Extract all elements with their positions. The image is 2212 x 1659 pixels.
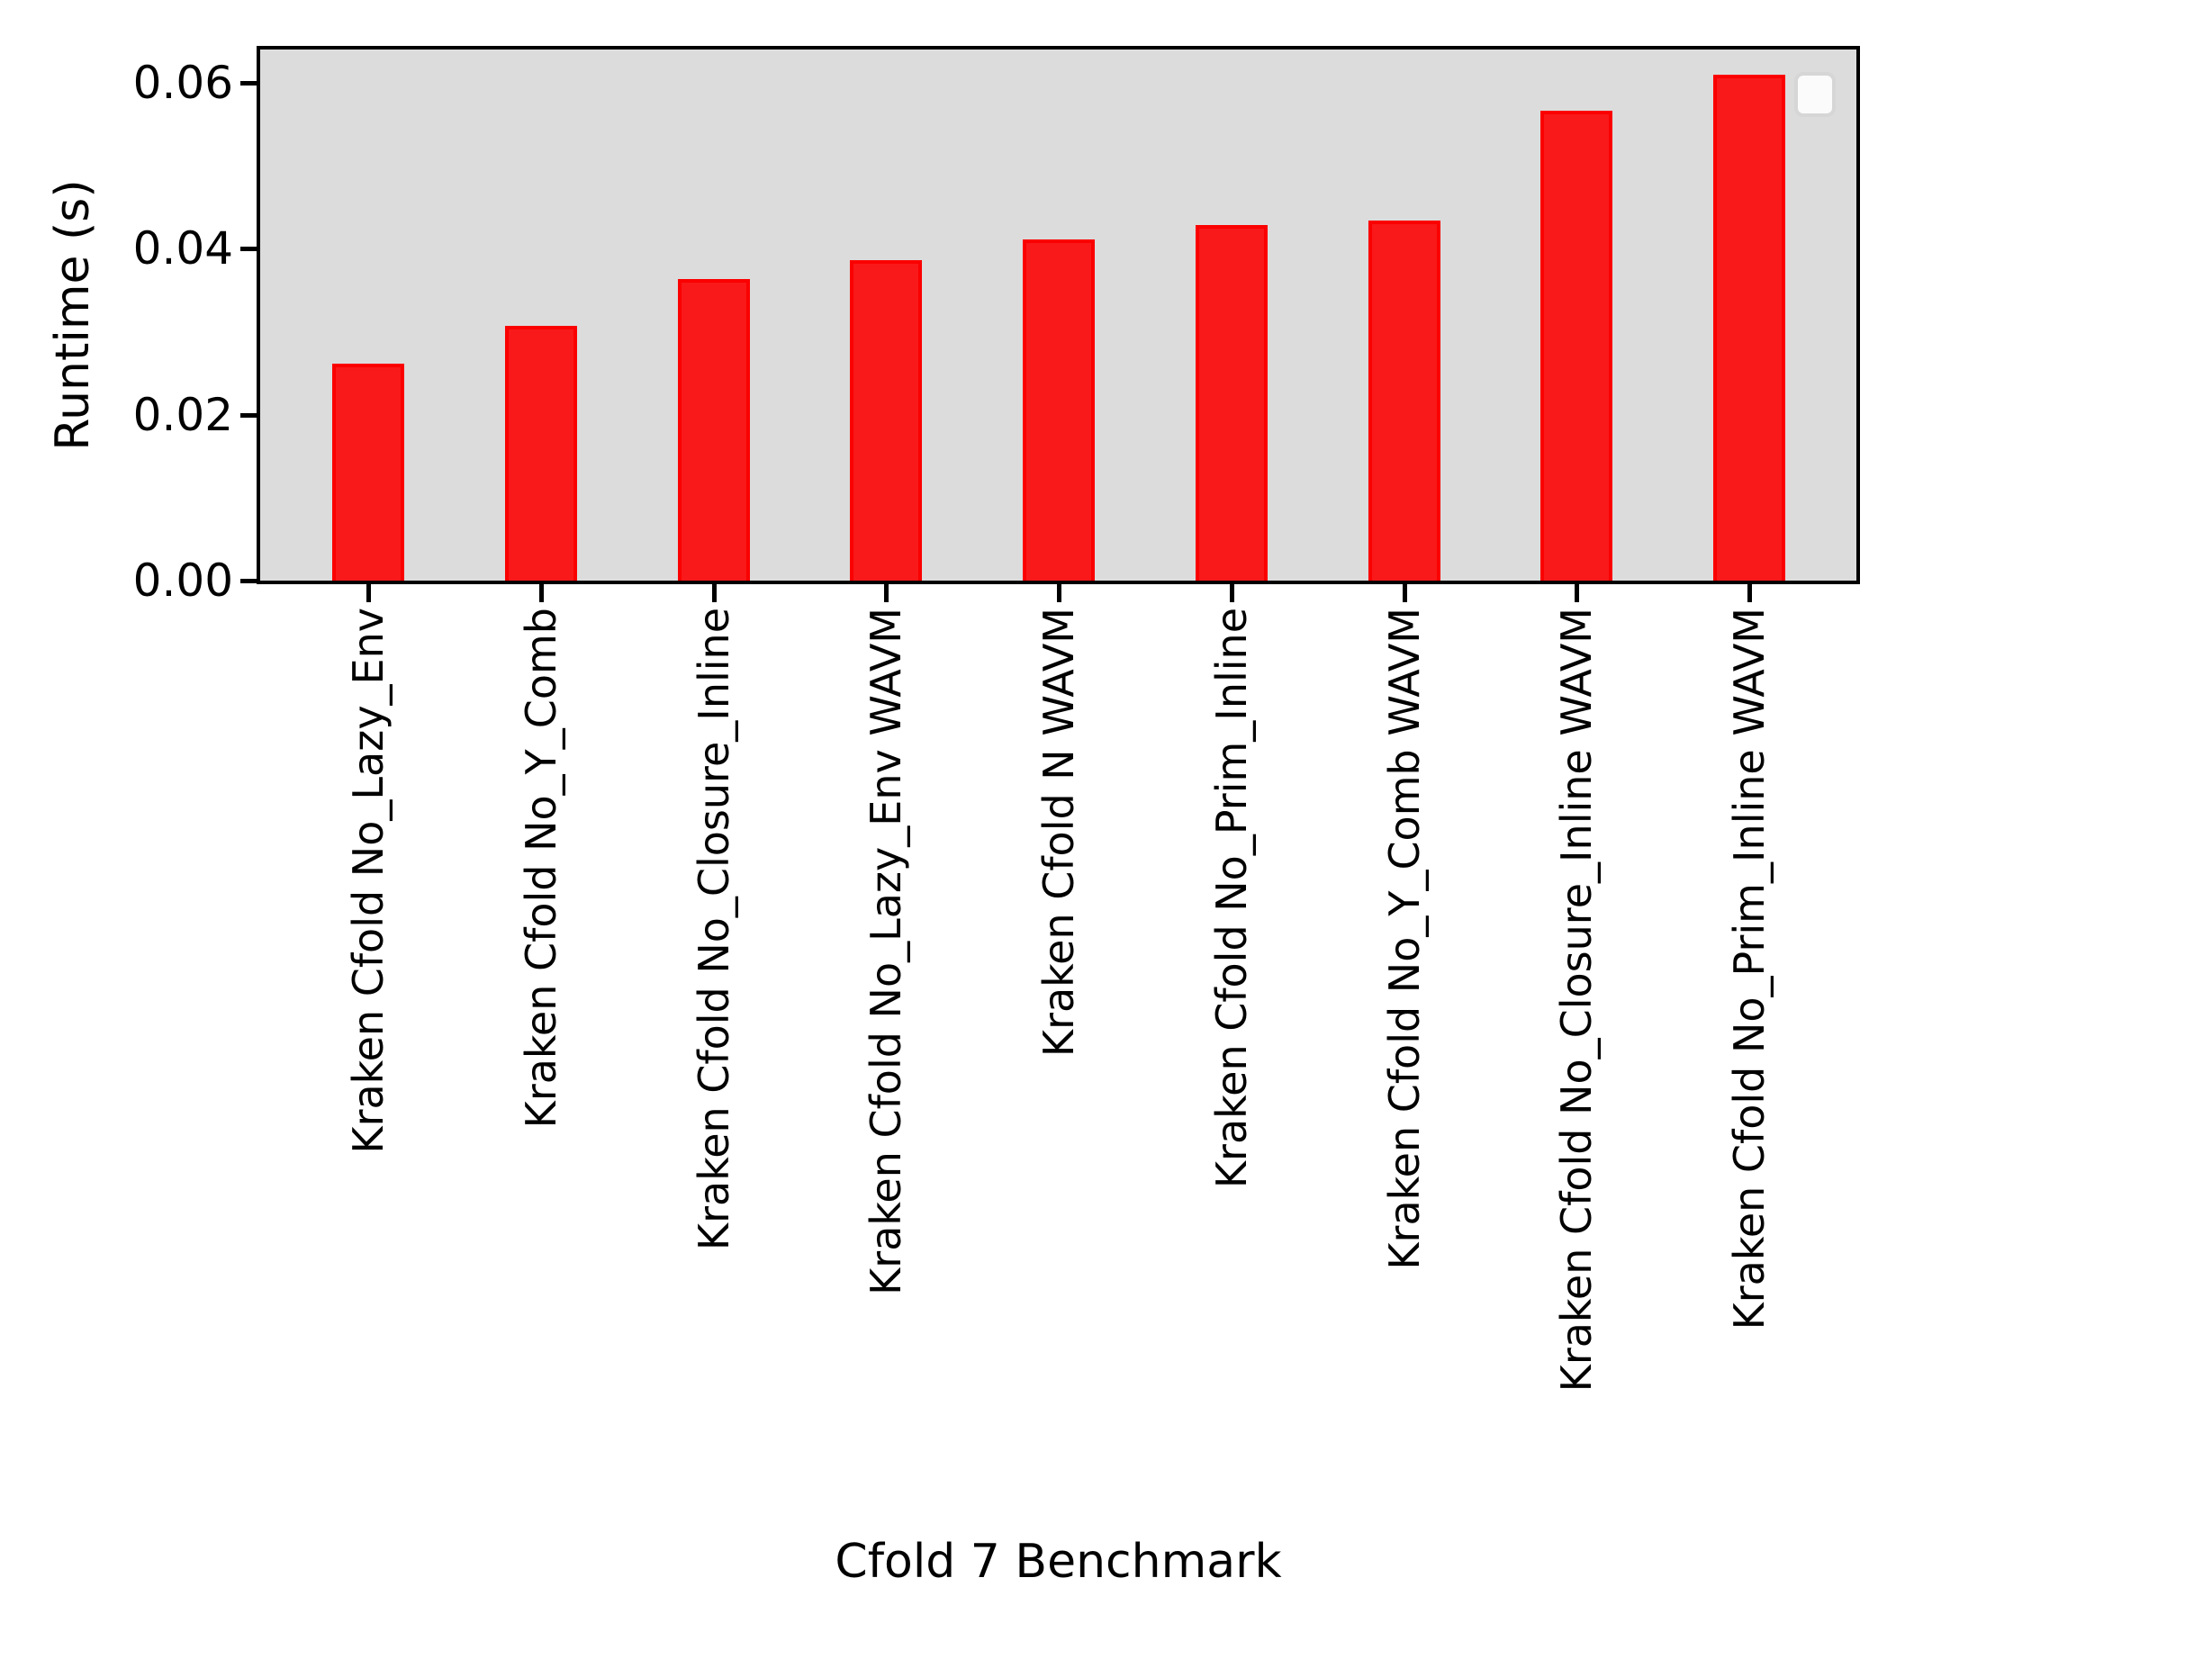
x-tick-mark-4 xyxy=(884,584,889,602)
x-tick-mark-9 xyxy=(1747,584,1752,602)
x-tick-mark-7 xyxy=(1402,584,1407,602)
y-tick-label-0.06: 0.06 xyxy=(132,57,233,109)
x-tick-label-4: Kraken Cfold No_Lazy_Env WAVM xyxy=(862,608,911,1295)
x-tick-label-6: Kraken Cfold No_Prim_Inline xyxy=(1206,608,1256,1189)
bar-1 xyxy=(332,364,404,581)
y-tick-label-0.04: 0.04 xyxy=(132,222,233,275)
y-tick-mark-0.06 xyxy=(240,81,257,86)
plot-area xyxy=(260,50,1856,581)
x-tick-label-8: Kraken Cfold No_Closure_Inline WAVM xyxy=(1552,608,1602,1393)
bar-7 xyxy=(1368,221,1440,581)
x-tick-label-3: Kraken Cfold No_Closure_Inline xyxy=(689,608,738,1251)
bar-3 xyxy=(677,279,750,581)
x-tick-mark-1 xyxy=(366,584,371,602)
x-tick-mark-5 xyxy=(1057,584,1061,602)
bar-2 xyxy=(504,326,577,581)
bar-4 xyxy=(850,260,923,581)
y-tick-label-0.00: 0.00 xyxy=(132,555,233,607)
x-tick-label-2: Kraken Cfold No_Y_Comb xyxy=(516,608,565,1129)
x-tick-label-1: Kraken Cfold No_Lazy_Env xyxy=(344,608,393,1154)
bar-6 xyxy=(1195,225,1268,581)
x-tick-mark-8 xyxy=(1575,584,1580,602)
y-tick-mark-0.04 xyxy=(240,247,257,251)
y-tick-mark-0.00 xyxy=(240,579,257,583)
x-tick-label-5: Kraken Cfold N WAVM xyxy=(1034,608,1083,1058)
x-tick-mark-6 xyxy=(1229,584,1234,602)
bar-5 xyxy=(1023,239,1095,581)
bar-9 xyxy=(1713,75,1785,581)
x-tick-label-7: Kraken Cfold No_Y_Comb WAVM xyxy=(1379,608,1429,1270)
legend-box xyxy=(1794,72,1836,117)
y-tick-mark-0.02 xyxy=(240,413,257,418)
y-tick-label-0.02: 0.02 xyxy=(132,389,233,441)
x-tick-mark-3 xyxy=(711,584,717,602)
x-tick-mark-2 xyxy=(538,584,544,602)
x-tick-label-9: Kraken Cfold No_Prim_Inline WAVM xyxy=(1725,608,1774,1330)
bar-8 xyxy=(1540,111,1613,581)
x-axis-label: Cfold 7 Benchmark xyxy=(835,1535,1282,1589)
